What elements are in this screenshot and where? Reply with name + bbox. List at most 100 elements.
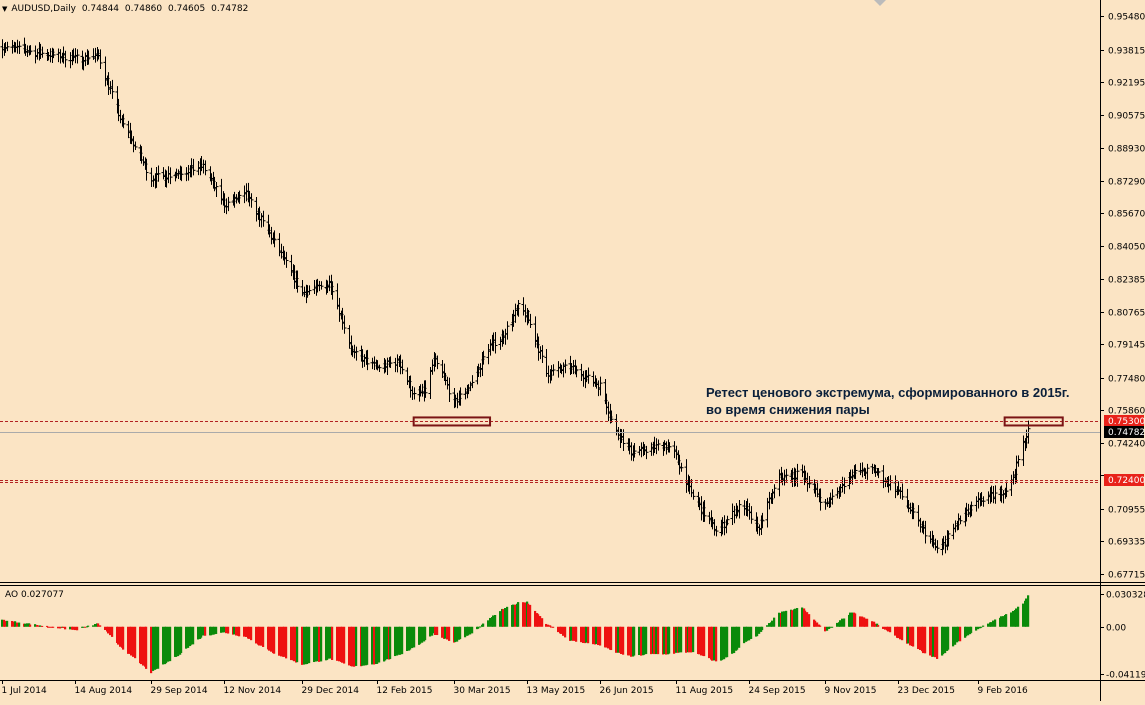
ao-bar-113 [262, 626, 265, 647]
ao-bar-289 [673, 626, 676, 654]
ao-bar-426 [990, 622, 993, 627]
ao-bar-441 [1025, 598, 1028, 627]
ao-bar-191 [444, 626, 447, 639]
price-tick-label-1: 0.93815 [1108, 47, 1145, 57]
ao-bar-93 [215, 626, 218, 634]
price-bar-263 [609, 410, 614, 423]
ao-bar-241 [560, 626, 563, 634]
ao-bar-376 [874, 623, 877, 627]
ao-bar-128 [296, 626, 299, 663]
ao-bar-136 [316, 626, 319, 662]
price-bar-308 [714, 525, 719, 537]
price-bar-413 [958, 515, 963, 525]
ao-bar-158 [366, 626, 369, 665]
ao-bar-337 [783, 611, 786, 627]
ao-bar-10 [24, 623, 27, 627]
ao-bar-97 [225, 626, 228, 634]
ao-bar-359 [836, 622, 839, 627]
price-marker-label-3: 0.74782 [1108, 428, 1145, 438]
ao-bar-15 [36, 624, 39, 627]
ao-bar-373 [866, 618, 869, 627]
ao-bar-153 [355, 626, 358, 666]
ao-bar-332 [771, 620, 774, 627]
annotation-line-2: во время снижения пары [706, 402, 870, 417]
time-tick-label-13: 9 Feb 2016 [978, 686, 1029, 696]
ao-bar-357 [829, 626, 832, 628]
ao-bar-292 [678, 626, 681, 653]
ao-bar-419 [975, 626, 978, 631]
ao-bar-140 [326, 626, 329, 660]
ao-bar-68 [157, 626, 160, 669]
price-bar-393 [911, 503, 916, 520]
ao-bar-398 [924, 626, 927, 654]
ao-bar-174 [406, 626, 409, 651]
highlight-box-1 [1003, 416, 1064, 427]
ao-bar-21 [49, 626, 52, 628]
time-tick-label-12: 23 Dec 2015 [898, 686, 956, 696]
price-bar-153 [354, 346, 359, 361]
ao-bar-437 [1015, 608, 1018, 627]
price-bar-353 [818, 488, 823, 511]
price-bar-423 [981, 496, 986, 507]
ao-bar-405 [942, 626, 945, 655]
price-tick-label-11: 0.77480 [1108, 375, 1145, 385]
price-bar-228 [528, 313, 533, 328]
ao-bar-205 [477, 626, 480, 629]
ao-bar-88 [204, 626, 207, 636]
ao-bar-173 [401, 626, 404, 655]
ao-bar-263 [610, 626, 613, 651]
ao-bar-300 [698, 626, 701, 655]
ao-bar-294 [685, 626, 688, 653]
ao-bar-326 [758, 626, 761, 634]
ao-bar-258 [599, 626, 602, 646]
price-bar-138 [319, 281, 324, 290]
ao-bar-273 [633, 626, 636, 656]
collapse-triangle-icon[interactable]: ▼ [2, 5, 8, 13]
ao-bar-403 [936, 626, 939, 659]
ao-bar-233 [541, 618, 544, 627]
ao-bar-333 [773, 617, 776, 627]
ao-bar-87 [202, 626, 205, 636]
ao-bar-73 [169, 626, 172, 662]
ao-bar-80 [187, 626, 190, 648]
ao-bar-423 [982, 625, 985, 627]
ao-bar-355 [826, 626, 829, 631]
ao-bar-172 [399, 626, 402, 655]
ao-bar-149 [348, 626, 351, 666]
price-tick-label-6: 0.85670 [1108, 210, 1145, 220]
price-bar-363 [842, 477, 847, 494]
ao-bar-148 [343, 626, 346, 664]
ao-bar-37 [86, 626, 89, 628]
price-bar-98 [226, 196, 231, 212]
ao-bar-351 [816, 622, 819, 627]
ao-bar-162 [376, 626, 379, 664]
ao-bar-27 [62, 626, 65, 628]
price-bar-3 [5, 41, 10, 52]
ao-bar-308 [715, 626, 718, 662]
ao-bar-48 [111, 626, 114, 637]
ao-bar-293 [680, 626, 683, 653]
ao-bar-431 [1002, 616, 1005, 627]
price-tick-label-10: 0.79145 [1108, 341, 1145, 351]
ao-bar-310 [721, 626, 724, 660]
ao-bar-192 [446, 626, 449, 640]
price-bar-173 [400, 359, 405, 375]
price-bar-328 [760, 512, 765, 529]
ao-bar-31 [72, 626, 75, 630]
ao-bar-23 [52, 626, 55, 628]
price-bar-218 [505, 321, 510, 340]
ao-bar-391 [909, 626, 912, 646]
ao-bar-126 [293, 626, 296, 662]
ao-bar-401 [932, 626, 935, 657]
ao-bar-119 [278, 626, 281, 656]
ao-bar-390 [907, 626, 910, 644]
ao-bar-242 [562, 626, 565, 636]
ao-bar-363 [843, 618, 846, 627]
ao-bar-101 [235, 626, 238, 636]
ao-bar-397 [922, 626, 925, 654]
ao-bar-410 [954, 626, 957, 645]
ao-bar-365 [849, 612, 852, 627]
ao-bar-439 [1022, 603, 1025, 627]
